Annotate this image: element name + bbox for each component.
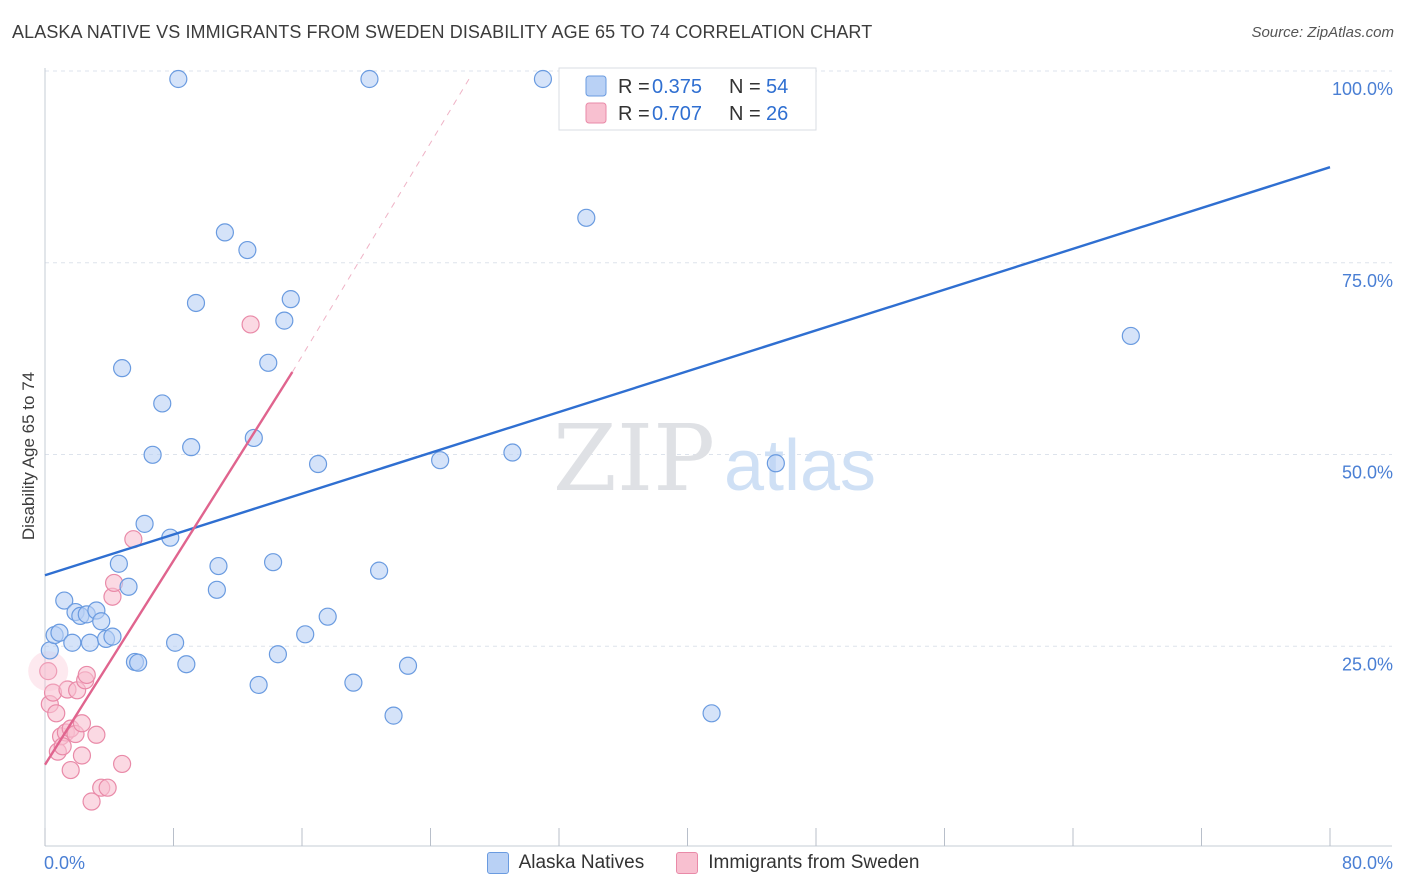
data-point-alaska-natives xyxy=(268,645,288,664)
data-point-alaska-natives xyxy=(112,359,132,378)
data-point-alaska-natives xyxy=(207,580,226,599)
data-point-alaska-natives xyxy=(431,451,450,470)
data-point-alaska-natives xyxy=(55,591,74,610)
y-tick-label: 75.0% xyxy=(1342,271,1393,291)
data-point-alaska-natives xyxy=(281,290,300,309)
legend-label: Immigrants from Sweden xyxy=(708,852,920,873)
chart-title: ALASKA NATIVE VS IMMIGRANTS FROM SWEDEN … xyxy=(12,22,873,42)
data-point-alaska-natives xyxy=(360,69,379,89)
data-point-alaska-natives xyxy=(169,69,188,89)
bottom-legend-item-alaska-natives[interactable]: Alaska Natives xyxy=(486,852,645,874)
data-point-alaska-natives xyxy=(533,69,553,89)
data-point-alaska-natives xyxy=(275,311,294,330)
legend-r-value: 0.375 xyxy=(652,76,702,98)
x-tick-label: 80.0% xyxy=(1342,853,1393,873)
series-immigrants-from-sweden xyxy=(28,315,260,811)
legend: R = 0.375 N = 54 R = 0.707 N = 26 xyxy=(558,67,817,131)
data-point-alaska-natives xyxy=(119,577,138,596)
data-point-alaska-natives xyxy=(80,633,100,652)
data-point-immigrants-from-sweden xyxy=(61,760,80,780)
y-tick-label: 100.0% xyxy=(1332,79,1393,99)
trend-line-immigrants-from-sweden xyxy=(291,78,470,373)
legend-r-value: 0.707 xyxy=(652,103,702,125)
series-alaska-natives xyxy=(40,69,1140,725)
y-tick-label: 25.0% xyxy=(1342,654,1393,674)
tick-labels: 25.0% 50.0% 75.0% 100.0% 0.0% 80.0% xyxy=(44,79,1393,873)
trend-line-immigrants-from-sweden xyxy=(43,371,294,766)
data-point-alaska-natives xyxy=(1121,326,1140,346)
data-point-alaska-natives xyxy=(186,293,206,313)
legend-n-value: 26 xyxy=(766,103,788,125)
data-point-immigrants-from-sweden xyxy=(112,754,132,774)
legend-swatch xyxy=(676,852,699,874)
source-label: Source: ZipAtlas.com xyxy=(1251,24,1394,41)
trend-lines xyxy=(43,78,1331,766)
data-point-alaska-natives xyxy=(370,561,389,580)
data-point-alaska-natives xyxy=(166,633,185,652)
watermark-atlas: atlas xyxy=(724,426,876,506)
data-point-alaska-natives xyxy=(129,653,148,672)
data-point-alaska-natives xyxy=(766,454,785,473)
legend-swatch-alaska-natives xyxy=(585,75,607,97)
data-point-alaska-natives xyxy=(577,208,596,227)
data-point-immigrants-from-sweden xyxy=(72,746,92,765)
legend-n-value: 54 xyxy=(766,76,788,98)
data-point-immigrants-from-sweden xyxy=(241,315,260,334)
data-point-alaska-natives xyxy=(244,428,263,448)
y-tick-label: 50.0% xyxy=(1342,463,1393,483)
data-point-alaska-natives xyxy=(209,556,228,576)
legend-label: Alaska Natives xyxy=(518,852,645,873)
data-point-immigrants-from-sweden xyxy=(72,714,92,733)
bottom-legend-item-immigrants-from-sweden[interactable]: Immigrants from Sweden xyxy=(676,852,919,874)
watermark-zip: ZIP xyxy=(553,405,715,512)
data-point-immigrants-from-sweden xyxy=(82,792,101,811)
data-point-alaska-natives xyxy=(259,353,278,372)
data-point-alaska-natives xyxy=(344,673,363,692)
data-point-alaska-natives xyxy=(103,627,122,646)
data-point-alaska-natives xyxy=(263,553,283,572)
data-point-immigrants-from-sweden xyxy=(87,725,106,744)
data-point-alaska-natives xyxy=(40,641,59,660)
data-point-immigrants-from-sweden xyxy=(47,704,66,723)
data-point-alaska-natives xyxy=(238,240,257,260)
axes xyxy=(44,68,1392,847)
legend-swatch xyxy=(486,852,509,874)
data-point-alaska-natives xyxy=(296,625,315,644)
data-point-alaska-natives xyxy=(702,704,721,723)
data-point-alaska-natives xyxy=(503,443,522,462)
legend-n-label: N = xyxy=(729,103,761,125)
data-point-alaska-natives xyxy=(249,675,268,695)
legend-r-label: R = xyxy=(618,103,650,125)
data-point-alaska-natives xyxy=(182,438,201,457)
data-point-alaska-natives xyxy=(63,633,82,652)
data-point-immigrants-from-sweden-cluster xyxy=(28,651,69,692)
data-point-alaska-natives xyxy=(398,656,418,675)
data-point-alaska-natives xyxy=(153,394,172,413)
legend-n-label: N = xyxy=(729,76,761,98)
data-point-alaska-natives xyxy=(135,514,154,533)
data-point-immigrants-from-sweden xyxy=(98,778,117,797)
data-point-alaska-natives xyxy=(92,612,111,631)
data-point-immigrants-from-sweden xyxy=(77,665,96,685)
grid-lines xyxy=(45,70,1392,647)
data-point-immigrants-from-sweden xyxy=(39,662,58,681)
data-point-alaska-natives xyxy=(318,607,337,626)
trend-line-alaska-natives xyxy=(44,166,1331,577)
legend-swatch-immigrants-from-sweden xyxy=(585,102,607,124)
x-tick-label: 0.0% xyxy=(44,853,85,873)
data-point-alaska-natives xyxy=(384,706,403,725)
data-point-alaska-natives xyxy=(109,554,128,573)
data-point-alaska-natives xyxy=(143,445,162,464)
legend-r-label: R = xyxy=(618,76,650,98)
data-point-alaska-natives xyxy=(50,623,69,642)
y-axis-label: Disability Age 65 to 74 xyxy=(19,372,38,540)
bottom-legend: Alaska Natives Immigrants from Sweden xyxy=(0,852,1406,874)
data-point-alaska-natives xyxy=(177,655,196,674)
data-point-alaska-natives xyxy=(308,454,328,474)
data-point-alaska-natives xyxy=(215,223,234,242)
